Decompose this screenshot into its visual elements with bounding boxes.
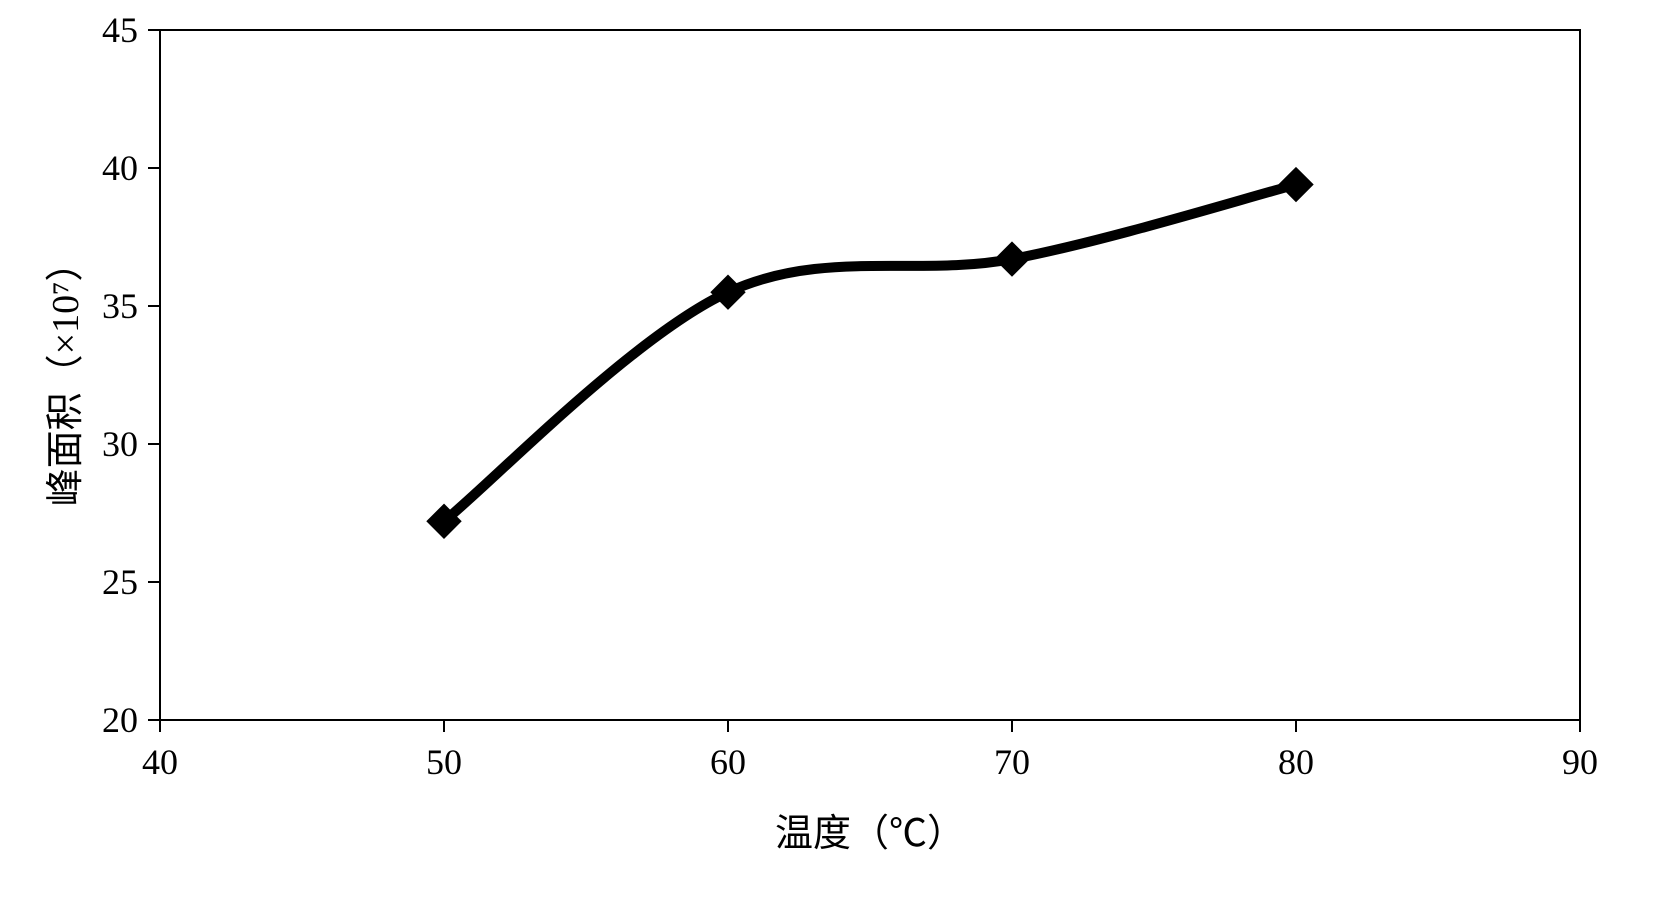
x-tick-label: 70 bbox=[994, 742, 1030, 782]
line-chart: 40 50 60 70 80 90 20 25 30 35 40 45 温度（℃） 峰面积（×10⁷） bbox=[0, 0, 1666, 904]
y-tick-label: 45 bbox=[102, 10, 138, 50]
x-tick-label: 50 bbox=[426, 742, 462, 782]
y-tick-label: 30 bbox=[102, 424, 138, 464]
y-tick-label: 20 bbox=[102, 700, 138, 740]
x-tick-label: 40 bbox=[142, 742, 178, 782]
x-tick-label: 60 bbox=[710, 742, 746, 782]
x-tick-label: 80 bbox=[1278, 742, 1314, 782]
chart-background bbox=[0, 0, 1666, 904]
y-tick-label: 25 bbox=[102, 562, 138, 602]
chart-container: 40 50 60 70 80 90 20 25 30 35 40 45 温度（℃） 峰面积（×10⁷） bbox=[0, 0, 1666, 904]
x-axis-label: 温度（℃） bbox=[775, 813, 965, 855]
x-tick-label: 90 bbox=[1562, 742, 1598, 782]
y-axis-label: 峰面积（×10⁷） bbox=[45, 244, 87, 507]
y-tick-label: 35 bbox=[102, 286, 138, 326]
y-tick-label: 40 bbox=[102, 148, 138, 188]
